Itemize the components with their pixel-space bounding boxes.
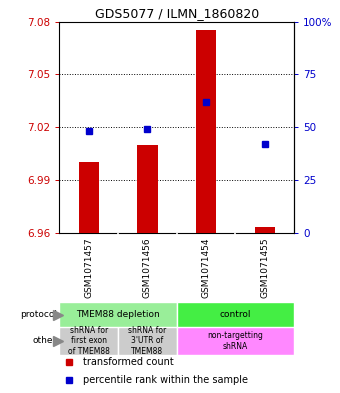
Text: transformed count: transformed count — [83, 357, 174, 367]
Bar — [118, 327, 177, 355]
Bar — [196, 30, 216, 233]
Text: GSM1071454: GSM1071454 — [202, 237, 210, 298]
Bar — [177, 302, 294, 327]
Text: GSM1071455: GSM1071455 — [260, 237, 269, 298]
Bar — [177, 327, 294, 355]
Text: TMEM88 depletion: TMEM88 depletion — [76, 310, 160, 319]
Bar — [255, 228, 275, 233]
Text: control: control — [220, 310, 251, 319]
Text: shRNA for
3'UTR of
TMEM88: shRNA for 3'UTR of TMEM88 — [129, 326, 167, 356]
Bar — [79, 162, 99, 233]
Text: GSM1071457: GSM1071457 — [84, 237, 93, 298]
Text: other: other — [33, 336, 57, 345]
Text: percentile rank within the sample: percentile rank within the sample — [83, 375, 248, 386]
Text: non-targetting
shRNA: non-targetting shRNA — [207, 331, 264, 351]
Text: protocol: protocol — [20, 310, 57, 319]
Title: GDS5077 / ILMN_1860820: GDS5077 / ILMN_1860820 — [95, 7, 259, 20]
Bar — [59, 302, 177, 327]
Text: shRNA for
first exon
of TMEM88: shRNA for first exon of TMEM88 — [68, 326, 110, 356]
Bar — [137, 145, 158, 233]
Bar — [59, 327, 118, 355]
Text: GSM1071456: GSM1071456 — [143, 237, 152, 298]
